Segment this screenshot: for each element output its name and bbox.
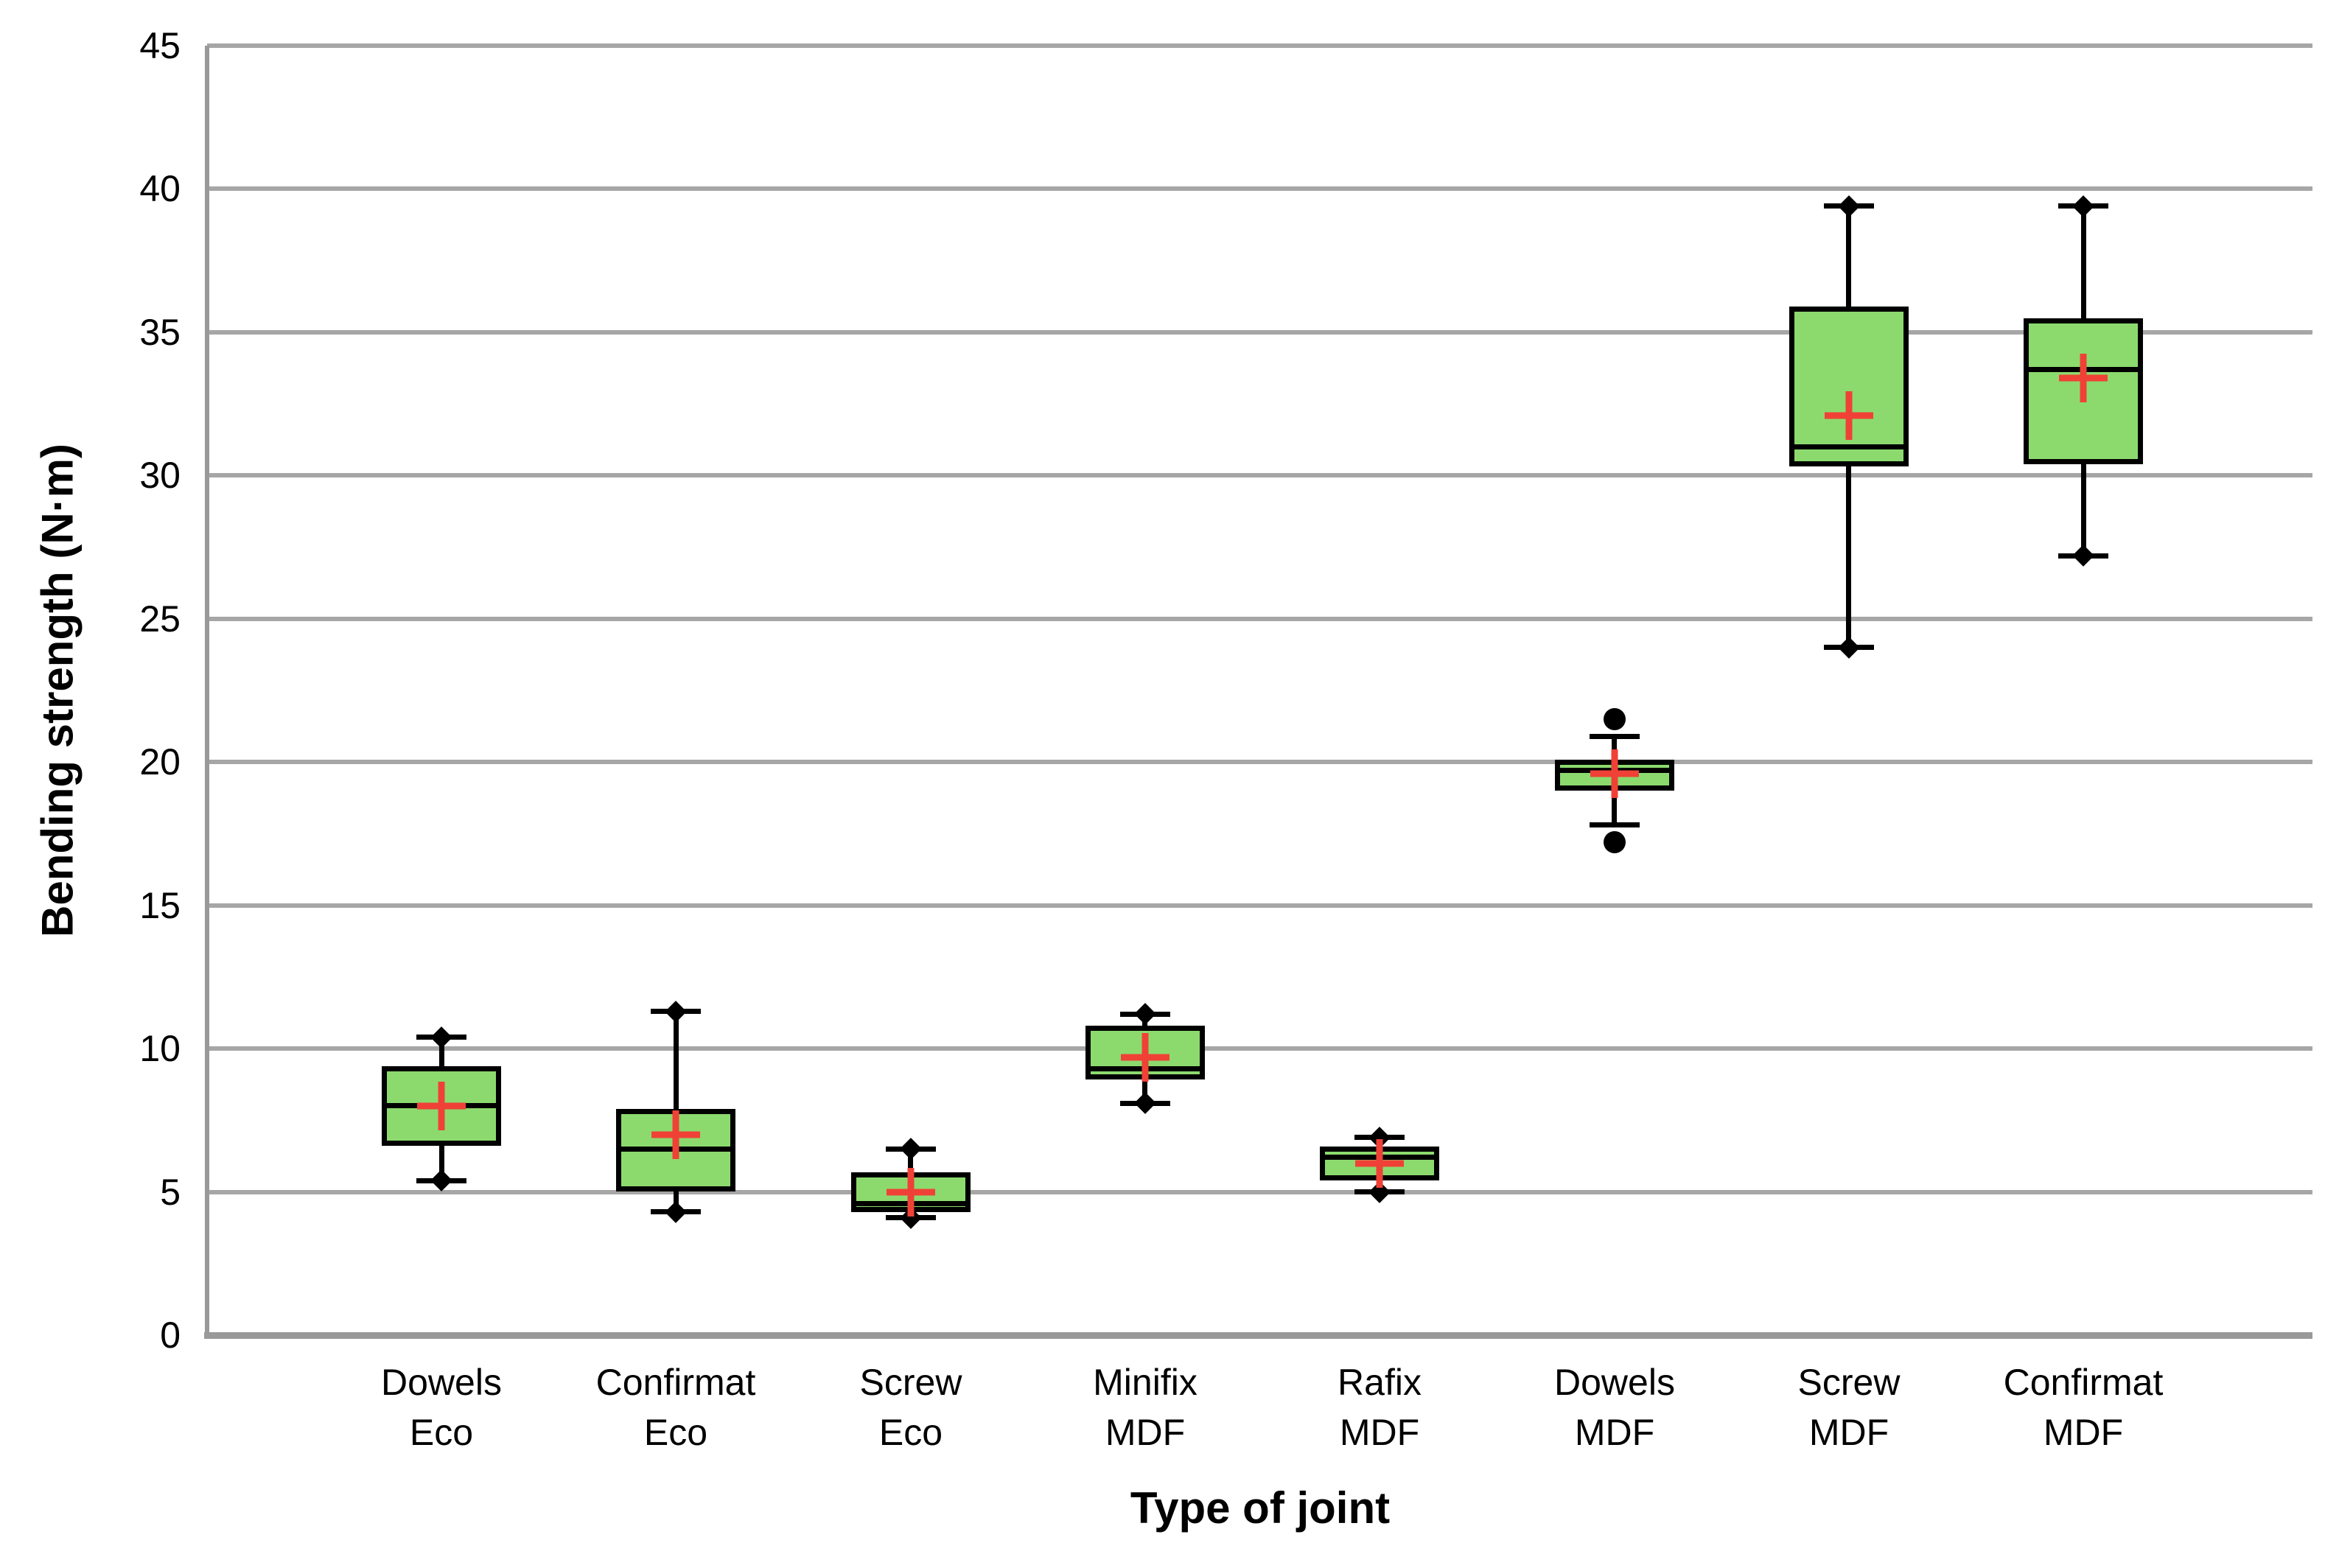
box-screw-mdf <box>1789 307 1909 466</box>
upper-whisker-confirmat-mdf <box>2081 206 2086 324</box>
category-label-screw-eco: Screw Eco <box>859 1362 962 1453</box>
lower-whisker-minifix-mdf <box>1142 1074 1147 1103</box>
y-tick-label: 10 <box>139 1028 181 1069</box>
upper-whisker-screw-mdf <box>1846 206 1851 312</box>
mean-marker-v-screw-eco <box>907 1168 915 1217</box>
lower-whisker-confirmat-eco <box>674 1186 679 1212</box>
y-tick-label: 45 <box>139 25 181 66</box>
gridline <box>207 1046 2312 1051</box>
mean-marker-v-screw-mdf <box>1845 391 1853 440</box>
whisker-min-diamond-confirmat-mdf <box>2072 545 2094 567</box>
mean-marker-v-dowels-mdf <box>1611 749 1618 798</box>
gridline <box>207 617 2312 621</box>
category-label-minifix-mdf: Minifix MDF <box>1093 1362 1198 1453</box>
category-label-dowels-mdf: Dowels MDF <box>1554 1362 1675 1453</box>
y-tick-label: 15 <box>139 885 181 926</box>
upper-whisker-screw-eco <box>908 1149 913 1177</box>
y-tick-label: 20 <box>139 741 181 783</box>
gridline <box>207 43 2312 48</box>
y-axis-title: Bending strength (N·m) <box>32 444 83 937</box>
whisker-max-diamond-confirmat-mdf <box>2072 195 2094 217</box>
x-axis-line <box>204 1332 2312 1339</box>
gridline <box>207 903 2312 908</box>
whisker-max-diamond-dowels-eco <box>430 1026 452 1049</box>
y-tick-label: 40 <box>139 168 181 209</box>
whisker-min-diamond-minifix-mdf <box>1134 1092 1156 1114</box>
lower-whisker-screw-mdf <box>1846 461 1851 648</box>
y-axis-line <box>205 46 209 1337</box>
y-tick-label: 25 <box>139 598 181 640</box>
gridline <box>207 1190 2312 1194</box>
mean-marker-v-rafix-mdf <box>1376 1139 1383 1188</box>
mean-marker-v-confirmat-mdf <box>2080 354 2087 402</box>
upper-whisker-confirmat-eco <box>674 1012 679 1115</box>
category-label-confirmat-mdf: Confirmat MDF <box>2003 1362 2164 1453</box>
x-axis-title: Type of joint <box>1130 1483 1391 1533</box>
whisker-max-diamond-confirmat-eco <box>665 1001 687 1023</box>
category-label-confirmat-eco: Confirmat Eco <box>595 1362 756 1453</box>
whisker-max-diamond-minifix-mdf <box>1134 1003 1156 1025</box>
y-tick-label: 0 <box>160 1315 181 1356</box>
category-label-dowels-eco: Dowels Eco <box>381 1362 502 1453</box>
lower-whisker-cap-dowels-mdf <box>1590 822 1640 827</box>
mean-marker-v-minifix-mdf <box>1141 1033 1149 1082</box>
y-tick-label: 30 <box>139 455 181 496</box>
category-label-screw-mdf: Screw MDF <box>1797 1362 1901 1453</box>
lower-whisker-dowels-mdf <box>1612 785 1617 825</box>
category-label-rafix-mdf: Rafix MDF <box>1338 1362 1422 1453</box>
y-tick-label: 5 <box>160 1172 181 1213</box>
whisker-min-diamond-dowels-eco <box>430 1169 452 1191</box>
mean-marker-v-dowels-eco <box>438 1082 445 1130</box>
upper-whisker-dowels-eco <box>439 1037 444 1072</box>
upper-whisker-cap-dowels-mdf <box>1590 734 1640 739</box>
outlier-dot-dowels-mdf-0 <box>1604 708 1626 730</box>
whisker-min-diamond-screw-mdf <box>1838 637 1860 659</box>
lower-whisker-dowels-eco <box>439 1140 444 1180</box>
gridline <box>207 186 2312 191</box>
outlier-dot-dowels-mdf-1 <box>1604 831 1626 853</box>
mean-marker-v-confirmat-eco <box>672 1110 679 1159</box>
whisker-min-diamond-confirmat-eco <box>665 1201 687 1223</box>
lower-whisker-confirmat-mdf <box>2081 458 2086 556</box>
median-line-screw-mdf <box>1789 444 1909 449</box>
gridline <box>207 760 2312 764</box>
gridline <box>207 330 2312 335</box>
gridline <box>207 473 2312 477</box>
whisker-max-diamond-screw-eco <box>900 1138 922 1160</box>
y-tick-label: 35 <box>139 312 181 353</box>
whisker-max-diamond-screw-mdf <box>1838 195 1860 217</box>
